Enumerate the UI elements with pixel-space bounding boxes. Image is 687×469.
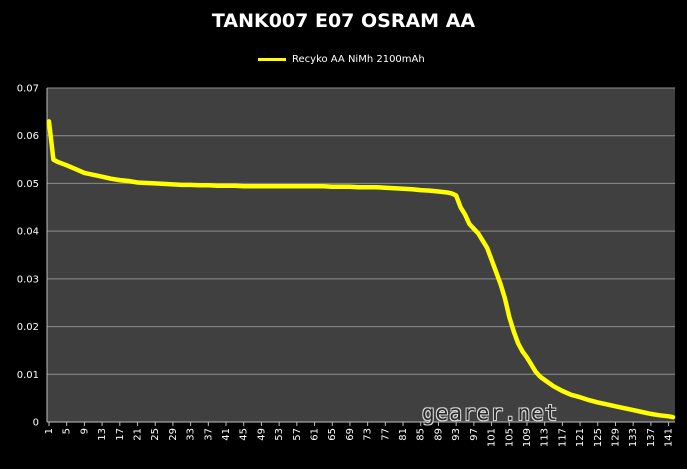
x-tick-label: 41 bbox=[221, 428, 232, 441]
y-tick-label: 0.04 bbox=[17, 227, 39, 238]
x-tick-label: 125 bbox=[593, 428, 604, 447]
y-tick-label: 0.05 bbox=[17, 179, 39, 190]
y-tick-label: 0.03 bbox=[17, 274, 39, 285]
x-tick-label: 105 bbox=[504, 428, 515, 447]
x-tick-label: 73 bbox=[363, 428, 374, 441]
series-line-0 bbox=[46, 119, 676, 420]
x-tick-label: 21 bbox=[133, 428, 144, 441]
x-tick-label: 117 bbox=[557, 428, 568, 447]
x-tick-label: 65 bbox=[327, 428, 338, 441]
x-tick-label: 5 bbox=[62, 428, 73, 434]
x-tick-label: 109 bbox=[522, 428, 533, 447]
plot-area bbox=[47, 88, 675, 422]
x-tick-label: 81 bbox=[398, 428, 409, 441]
x-tick-label: 133 bbox=[628, 428, 639, 447]
y-tick-label: 0.06 bbox=[17, 131, 39, 142]
x-tick-label: 45 bbox=[239, 428, 250, 441]
x-tick-label: 85 bbox=[416, 428, 427, 441]
y-tick-label: 0.01 bbox=[17, 370, 39, 381]
x-tick-label: 69 bbox=[345, 428, 356, 441]
x-tick-label: 25 bbox=[150, 428, 161, 441]
x-tick-label: 9 bbox=[79, 428, 90, 434]
x-tick-label: 53 bbox=[274, 428, 285, 441]
x-tick-label: 1 bbox=[44, 428, 55, 434]
x-tick-label: 33 bbox=[186, 428, 197, 441]
x-tick-label: 93 bbox=[451, 428, 462, 441]
x-tick-label: 121 bbox=[575, 428, 586, 447]
x-tick-label: 29 bbox=[168, 428, 179, 441]
watermark-text: gearer.net bbox=[422, 401, 559, 425]
x-tick-label: 113 bbox=[540, 428, 551, 447]
x-tick-label: 57 bbox=[292, 428, 303, 441]
legend-label: Recyko AA NiMh 2100mAh bbox=[292, 54, 425, 65]
x-tick-label: 49 bbox=[256, 428, 267, 441]
x-tick-label: 137 bbox=[646, 428, 657, 447]
chart-title: TANK007 E07 OSRAM AA bbox=[211, 10, 476, 32]
x-tick-label: 37 bbox=[203, 428, 214, 441]
y-tick-label: 0 bbox=[33, 418, 39, 429]
x-tick-label: 17 bbox=[115, 428, 126, 441]
legend: Recyko AA NiMh 2100mAh bbox=[258, 54, 425, 65]
x-tick-label: 13 bbox=[97, 428, 108, 441]
y-tick-label: 0.02 bbox=[17, 322, 39, 333]
y-tick-label: 0.07 bbox=[17, 84, 39, 95]
x-tick-label: 89 bbox=[433, 428, 444, 441]
x-tick-label: 61 bbox=[310, 428, 321, 441]
legend-swatch bbox=[258, 58, 286, 61]
x-tick-label: 141 bbox=[664, 428, 675, 447]
x-tick-label: 77 bbox=[380, 428, 391, 441]
x-tick-label: 101 bbox=[487, 428, 498, 447]
x-tick-label: 97 bbox=[469, 428, 480, 441]
x-tick-label: 129 bbox=[610, 428, 621, 447]
